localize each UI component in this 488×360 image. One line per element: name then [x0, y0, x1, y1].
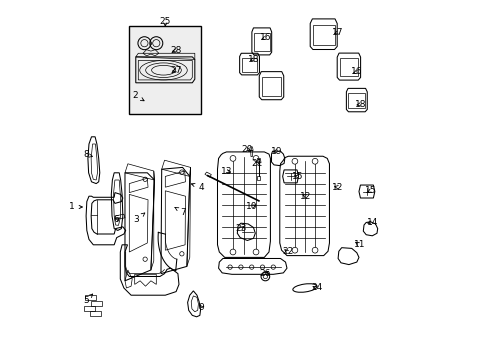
Text: 19: 19 — [270, 147, 282, 156]
Text: 14: 14 — [366, 218, 377, 227]
Text: 21: 21 — [251, 158, 263, 168]
Text: 7: 7 — [175, 207, 186, 217]
Text: 18: 18 — [354, 100, 366, 109]
Text: 27: 27 — [170, 66, 182, 75]
Text: 9: 9 — [198, 303, 204, 312]
Text: 26: 26 — [259, 269, 270, 278]
Text: 10: 10 — [245, 202, 257, 211]
Text: 15: 15 — [291, 172, 303, 181]
Text: 12: 12 — [300, 192, 311, 201]
Circle shape — [291, 158, 297, 164]
Text: 15: 15 — [364, 186, 375, 195]
Text: 8: 8 — [83, 150, 92, 159]
Text: 23: 23 — [235, 224, 246, 233]
Circle shape — [253, 156, 258, 161]
Text: 24: 24 — [310, 284, 322, 292]
Text: 17: 17 — [332, 28, 343, 37]
Circle shape — [230, 249, 235, 255]
Text: 5: 5 — [83, 294, 92, 305]
Text: 12: 12 — [332, 183, 343, 192]
Text: 3: 3 — [133, 213, 144, 224]
Text: 22: 22 — [282, 247, 293, 256]
Bar — [128, 26, 200, 114]
Circle shape — [230, 156, 235, 161]
Text: 11: 11 — [353, 240, 365, 249]
Text: 2: 2 — [132, 91, 144, 101]
Text: 4: 4 — [191, 183, 203, 192]
Circle shape — [311, 158, 317, 164]
Text: 20: 20 — [241, 145, 253, 154]
Polygon shape — [136, 57, 194, 83]
Circle shape — [253, 249, 258, 255]
Circle shape — [311, 247, 317, 253]
Text: 1: 1 — [69, 202, 82, 211]
Text: 18: 18 — [247, 55, 259, 64]
Text: 28: 28 — [170, 46, 182, 55]
Text: 25: 25 — [159, 17, 171, 26]
Text: 13: 13 — [220, 166, 232, 175]
Text: 6: 6 — [114, 215, 120, 224]
Text: 16: 16 — [350, 68, 362, 77]
Text: 16: 16 — [259, 33, 270, 42]
Circle shape — [291, 247, 297, 253]
